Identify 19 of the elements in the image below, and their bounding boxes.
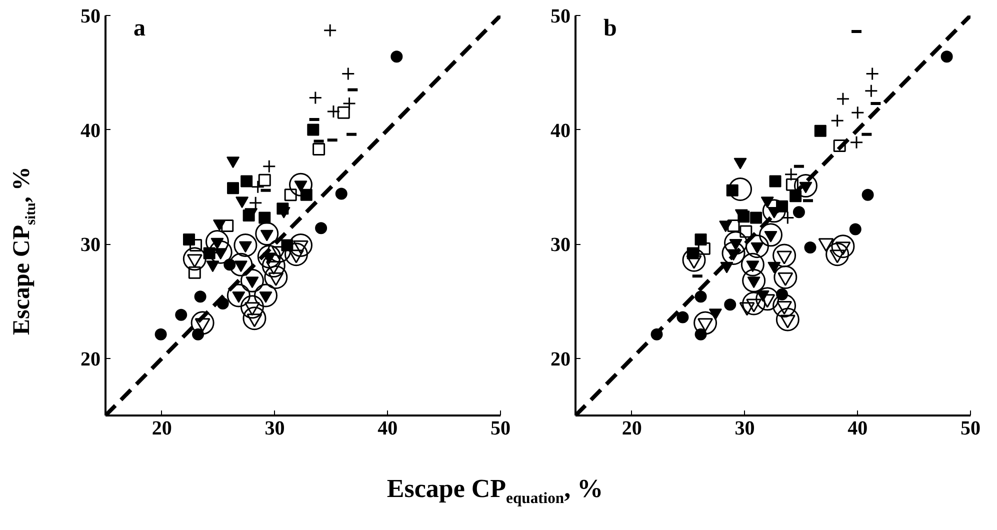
y-tick-label: 50 [80, 6, 100, 28]
annotation: a [134, 16, 146, 42]
y-tick-label: 20 [80, 348, 100, 370]
y-tick-label: 20 [550, 348, 570, 370]
annotation: b [604, 16, 617, 42]
x-tick-label: 40 [378, 418, 398, 440]
y-tick-label: 30 [550, 234, 570, 256]
x-tick-label: 20 [622, 418, 642, 440]
y-tick-label: 40 [80, 120, 100, 142]
x-axis-title: Escape CP$_{equation}$, % [386, 473, 604, 510]
x-tick-label: 50 [960, 418, 980, 440]
y-tick-label: 30 [80, 234, 100, 256]
x-tick-label: 20 [152, 418, 172, 440]
x-tick-label: 30 [264, 418, 285, 440]
x-tick-label: 30 [734, 418, 755, 440]
x-tick-label: 40 [848, 418, 868, 440]
y-tick-label: 40 [550, 120, 570, 142]
x-tick-label: 50 [490, 418, 510, 440]
y-tick-label: 50 [550, 6, 570, 28]
